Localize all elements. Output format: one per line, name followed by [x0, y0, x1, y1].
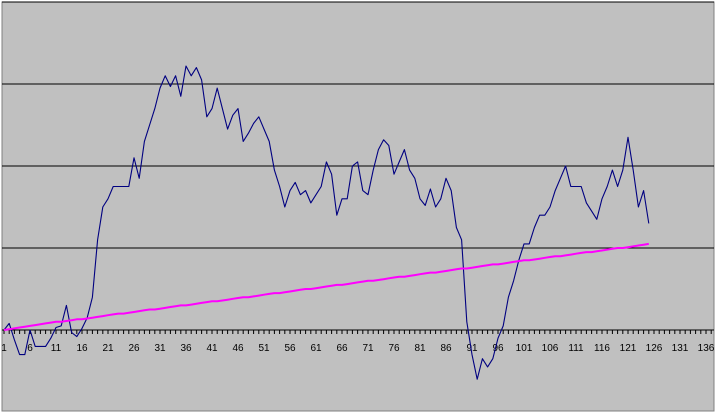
series-line-1 — [3, 65, 650, 380]
x-tick-label: 76 — [388, 343, 400, 354]
x-tick-label: 51 — [258, 343, 270, 354]
x-tick-label: 81 — [414, 343, 426, 354]
x-tick-label: 41 — [206, 343, 218, 354]
x-tick-label: 31 — [154, 343, 166, 354]
x-tick-label: 36 — [180, 343, 192, 354]
x-tick-label: 116 — [594, 343, 610, 354]
x-tick-label: 21 — [102, 343, 114, 354]
x-tick-label: 16 — [76, 343, 88, 354]
x-tick-label: 61 — [310, 343, 322, 354]
x-tick-label: 56 — [284, 343, 296, 354]
x-tick-label: 91 — [466, 343, 478, 354]
x-tick-label: 11 — [51, 343, 62, 354]
x-tick-label: 126 — [646, 343, 663, 354]
x-tick-label: 1 — [1, 343, 7, 354]
x-tick-label: 121 — [620, 343, 637, 354]
x-tick-label: 46 — [232, 343, 244, 354]
series-line-2 — [3, 242, 649, 331]
x-tick-label: 136 — [698, 343, 715, 354]
x-tick-label: 101 — [516, 343, 533, 354]
x-axis: 1 6 11 16 21 26 31 36 41 46 51 56 61 66 71 76 81 86 91 96 10… — [1, 329, 715, 354]
x-tick-label: 131 — [672, 343, 689, 354]
x-tick-label: 106 — [542, 343, 559, 354]
x-tick-label: 111 — [568, 343, 584, 354]
plot-area — [1, 1, 715, 412]
x-tick-label: 86 — [440, 343, 452, 354]
x-tick-label: 26 — [128, 343, 140, 354]
x-tick-label: 96 — [492, 343, 504, 354]
x-tick-label: 71 — [362, 343, 374, 354]
x-tick-label: 66 — [336, 343, 348, 354]
series-layer — [3, 65, 650, 380]
x-tick-label: 6 — [27, 343, 33, 354]
